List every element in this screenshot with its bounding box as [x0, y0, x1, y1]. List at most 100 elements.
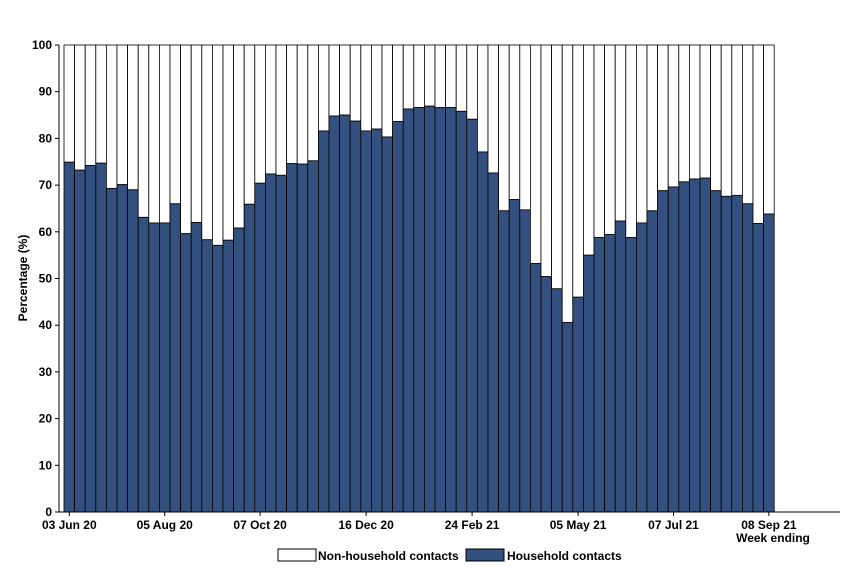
bar-household: [360, 130, 372, 513]
bar-non-household: [689, 44, 701, 180]
bar-household: [116, 184, 129, 513]
bar-household: [604, 234, 616, 513]
bar-household: [731, 194, 743, 513]
bar-non-household: [339, 44, 351, 116]
bar-household: [317, 130, 330, 513]
bar-non-household: [625, 44, 637, 238]
bar-household: [646, 210, 659, 513]
bar-non-household: [243, 44, 256, 205]
bar-household: [445, 107, 457, 513]
bar-non-household: [328, 44, 341, 117]
bar-household: [487, 172, 500, 513]
bar-non-household: [540, 44, 553, 278]
bar-non-household: [519, 44, 531, 211]
bar-non-household: [222, 44, 235, 241]
bar-non-household: [508, 44, 521, 200]
bar-non-household: [636, 44, 648, 224]
x-tick-label: 16 Dec 20: [338, 518, 394, 532]
bar-household: [636, 222, 648, 513]
bar-household: [710, 190, 722, 513]
bar-non-household: [370, 44, 383, 130]
y-axis-label: Percentage (%): [16, 235, 30, 322]
bar-household: [169, 203, 182, 513]
bar-household: [689, 178, 701, 513]
bar-household: [243, 203, 256, 513]
bar-non-household: [423, 44, 436, 107]
bar-non-household: [296, 44, 309, 165]
bar-household: [74, 169, 86, 513]
y-ticks-group: 0 10 20 30 40 50 60 70 80 90 100: [32, 38, 59, 519]
bar-household: [742, 203, 754, 513]
bar-non-household: [211, 44, 224, 246]
legend-swatch-non-household: [277, 548, 317, 562]
bar-household: [413, 107, 425, 513]
x-tick-label: 07 Oct 20: [233, 518, 287, 532]
bar-household: [519, 209, 531, 513]
bar-household: [434, 107, 447, 513]
bar-household: [763, 213, 775, 513]
bar-non-household: [360, 44, 372, 132]
bar-household: [339, 114, 351, 513]
x-tick-label: 07 Jul 21: [648, 518, 699, 532]
bar-household: [561, 321, 574, 513]
bar-household: [84, 165, 97, 513]
bar-household: [455, 110, 468, 513]
bar-household: [476, 151, 489, 513]
bar-non-household: [699, 44, 712, 179]
bar-household: [349, 120, 362, 513]
y-tick-label: 70: [39, 178, 53, 192]
y-tick-label: 0: [45, 505, 52, 519]
bar-household: [95, 162, 107, 513]
bar-household: [328, 115, 341, 513]
bar-non-household: [74, 44, 86, 171]
bar-household: [667, 186, 680, 513]
bar-household: [148, 222, 160, 513]
x-tick-label: 03 Jun 20: [42, 518, 97, 532]
bars-group: [63, 44, 775, 513]
bar-household: [286, 163, 298, 513]
bar-non-household: [95, 44, 107, 164]
y-tick-label: 40: [39, 318, 53, 332]
bar-non-household: [264, 44, 277, 175]
x-tick-label: 08 Sep 21: [741, 518, 797, 532]
bar-non-household: [434, 44, 447, 108]
bar-household: [264, 173, 277, 513]
bar-non-household: [583, 44, 595, 256]
bar-non-household: [445, 44, 457, 108]
bar-non-household: [731, 44, 743, 196]
bar-household: [381, 136, 394, 513]
bar-non-household: [158, 44, 171, 224]
bar-household: [254, 182, 266, 513]
bar-non-household: [317, 44, 330, 132]
bar-non-household: [169, 44, 182, 205]
bar-household: [402, 108, 415, 513]
x-axis-label: Week ending: [736, 531, 810, 545]
bar-non-household: [614, 44, 627, 222]
bar-non-household: [498, 44, 510, 212]
bar-non-household: [466, 44, 478, 120]
bar-household: [466, 118, 478, 513]
bar-household: [625, 237, 637, 513]
y-tick-label: 100: [32, 38, 52, 52]
bar-household: [699, 177, 712, 513]
bar-household: [296, 163, 309, 513]
bar-non-household: [381, 44, 394, 138]
bar-non-household: [233, 44, 245, 229]
bar-non-household: [561, 44, 574, 323]
bar-non-household: [667, 44, 680, 188]
bar-household: [158, 222, 171, 513]
bar-household: [572, 296, 584, 513]
bar-non-household: [657, 44, 669, 192]
bar-household: [201, 239, 213, 513]
bar-household: [720, 195, 733, 513]
y-tick-label: 60: [39, 225, 53, 239]
bar-household: [190, 222, 203, 513]
y-tick-label: 90: [39, 85, 53, 99]
bar-household: [137, 216, 150, 513]
bar-non-household: [710, 44, 722, 192]
bar-household: [614, 220, 627, 513]
bar-non-household: [487, 44, 500, 174]
legend-swatch-household: [465, 548, 505, 562]
bar-non-household: [127, 44, 139, 191]
